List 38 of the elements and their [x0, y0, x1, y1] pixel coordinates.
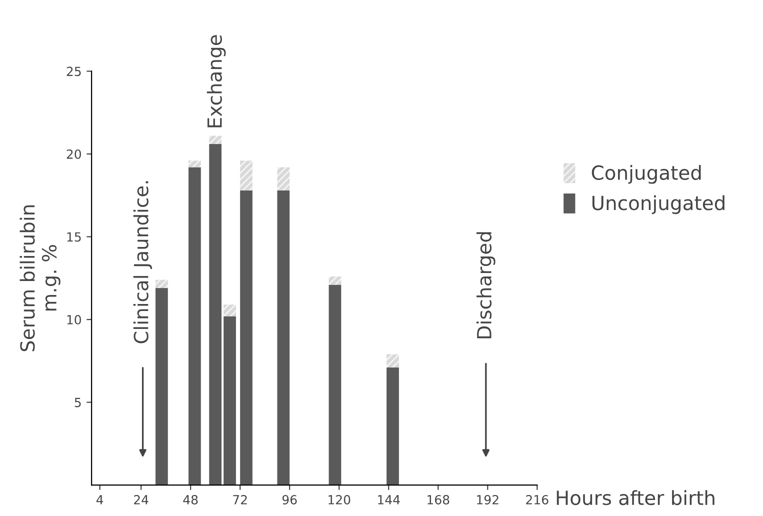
x-tick-label: 120	[328, 494, 350, 504]
y-tick-label: 10	[67, 314, 82, 324]
y-tick-label: 25	[66, 66, 81, 76]
bar	[156, 288, 168, 486]
bar	[240, 190, 252, 486]
annotation: Exchange	[206, 35, 226, 128]
bar	[156, 280, 168, 288]
bar	[277, 167, 290, 190]
bar	[209, 136, 222, 144]
x-tick-label: 144	[378, 495, 400, 504]
bar	[240, 160, 252, 190]
y-tick-label: 20	[66, 149, 82, 159]
legend-label: Unconjugated	[592, 195, 724, 214]
x-tick-label: 48	[183, 494, 198, 504]
bar	[188, 160, 201, 168]
x-tick-label: 72	[233, 494, 247, 504]
y-axis-title: Serum bilirubin m.g. %	[20, 205, 60, 352]
x-tick-label: 168	[428, 494, 450, 504]
y-tick-label: 5	[74, 398, 81, 408]
bar	[386, 354, 399, 368]
x-tick-label: 4	[96, 495, 104, 504]
annotation: Discharged	[476, 232, 496, 338]
x-tick-label: 216	[526, 494, 548, 504]
bar	[328, 276, 342, 285]
bar	[224, 316, 236, 486]
legend-label: Conjugated	[592, 164, 701, 184]
bar	[209, 144, 222, 486]
bar	[328, 284, 342, 486]
bar	[277, 190, 290, 486]
y-tick-label: 15	[67, 232, 81, 242]
bar	[188, 167, 201, 486]
bar	[224, 304, 236, 316]
bar	[386, 368, 399, 486]
x-tick-label: 96	[282, 494, 297, 504]
x-tick-label: 24	[134, 494, 148, 504]
x-tick-label: 192	[477, 494, 498, 504]
annotation: Clinical Jaundice.	[133, 181, 152, 344]
x-axis-title: Hours after birth	[556, 490, 714, 506]
